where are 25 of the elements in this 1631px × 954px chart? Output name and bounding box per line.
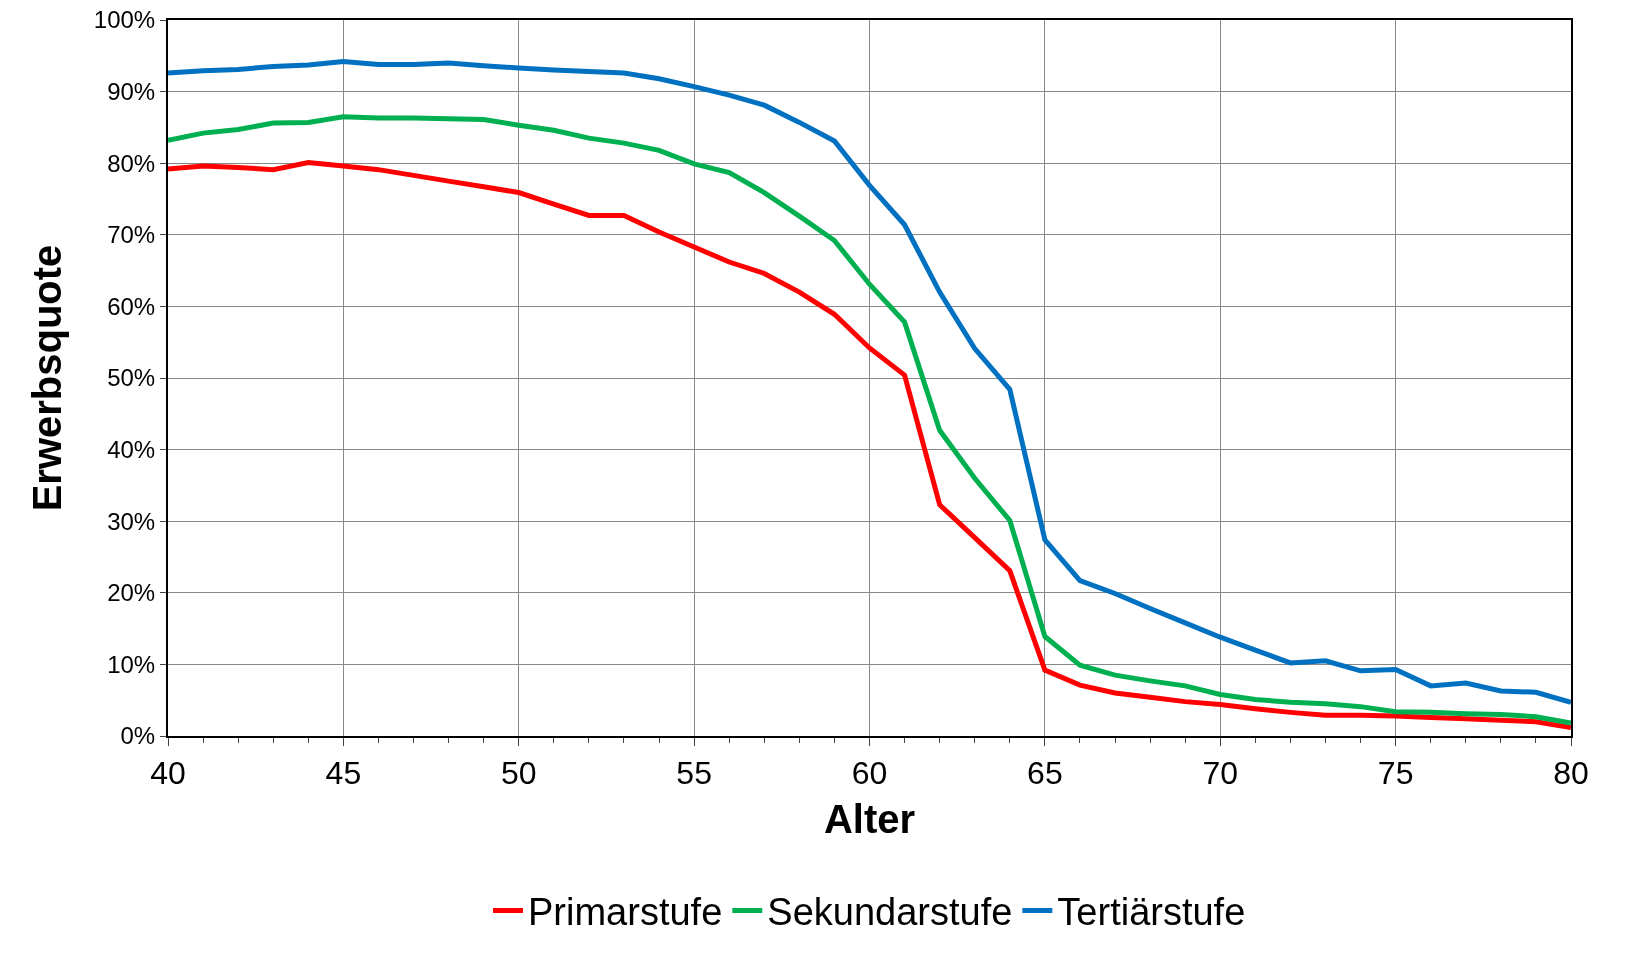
- x-tick-label: 80: [1553, 755, 1589, 792]
- x-tick-label: 45: [325, 755, 362, 792]
- x-tick-label: 55: [676, 755, 712, 792]
- y-tick-label: 60%: [107, 292, 156, 320]
- legend-label: Primarstufe: [528, 891, 723, 934]
- x-axis-title: Alter: [823, 797, 916, 842]
- x-tick-label: 50: [500, 755, 537, 792]
- y-tick-label: 0%: [120, 722, 156, 750]
- y-tick-label: 80%: [107, 149, 156, 177]
- y-tick-label: 30%: [107, 507, 156, 535]
- legend-label: Sekundarstufe: [767, 891, 1013, 934]
- x-tick-label: 70: [1202, 755, 1239, 792]
- x-tick-label: 40: [150, 755, 186, 792]
- x-tick-label: 65: [1027, 755, 1063, 792]
- legend-label: Tertiärstufe: [1057, 891, 1246, 934]
- y-axis-title: Erwerbsquote: [24, 244, 69, 512]
- y-tick-label: 70%: [107, 221, 156, 249]
- y-tick-label: 50%: [107, 364, 156, 392]
- y-tick-label: 20%: [107, 579, 156, 607]
- y-tick-label: 100%: [93, 6, 156, 34]
- x-tick-label: 60: [851, 755, 888, 792]
- y-tick-label: 90%: [107, 78, 156, 105]
- x-tick-label: 75: [1377, 755, 1414, 792]
- y-tick-label: 10%: [107, 650, 156, 678]
- y-tick-label: 40%: [107, 436, 156, 463]
